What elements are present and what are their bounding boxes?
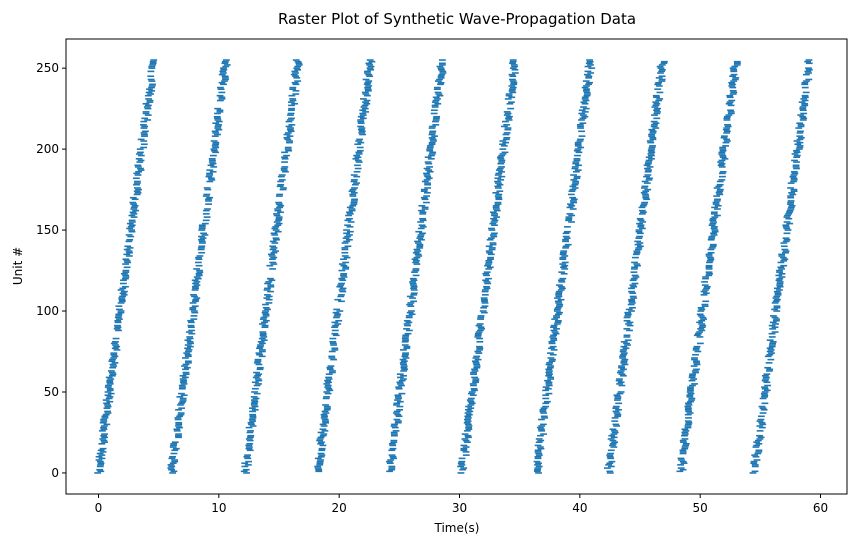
wave-4 [314,59,376,473]
wave-8 [603,60,668,474]
y-tick-label: 0 [51,466,59,480]
y-tick-label: 250 [36,61,59,75]
y-tick-label: 150 [36,223,59,237]
y-tick-label: 100 [36,304,59,318]
y-tick-label: 200 [36,142,59,156]
wave-9 [676,60,741,473]
x-tick-label: 50 [693,501,708,515]
y-axis: 0 50 100 150 200 250 [36,61,66,480]
wave-1 [94,59,158,474]
x-tick-label: 60 [813,501,828,515]
wave-6 [457,59,519,474]
x-tick-label: 10 [211,501,226,515]
plot-frame [65,38,848,495]
chart-title: Raster Plot of Synthetic Wave-Propagatio… [278,10,636,28]
wave-10 [749,59,813,474]
spike-marks [94,59,813,474]
x-tick-label: 40 [572,501,587,515]
x-tick-label: 20 [332,501,347,515]
x-tick-label: 0 [95,501,103,515]
y-axis-label: Unit # [11,247,25,285]
wave-7 [533,59,596,474]
wave-3 [240,59,303,474]
x-axis-label: Time(s) [434,521,480,535]
wave-5 [386,59,447,473]
y-tick-label: 50 [44,385,59,399]
wave-2 [167,59,231,474]
x-tick-label: 30 [452,501,467,515]
x-axis: 0 10 20 30 40 50 60 [95,494,828,515]
